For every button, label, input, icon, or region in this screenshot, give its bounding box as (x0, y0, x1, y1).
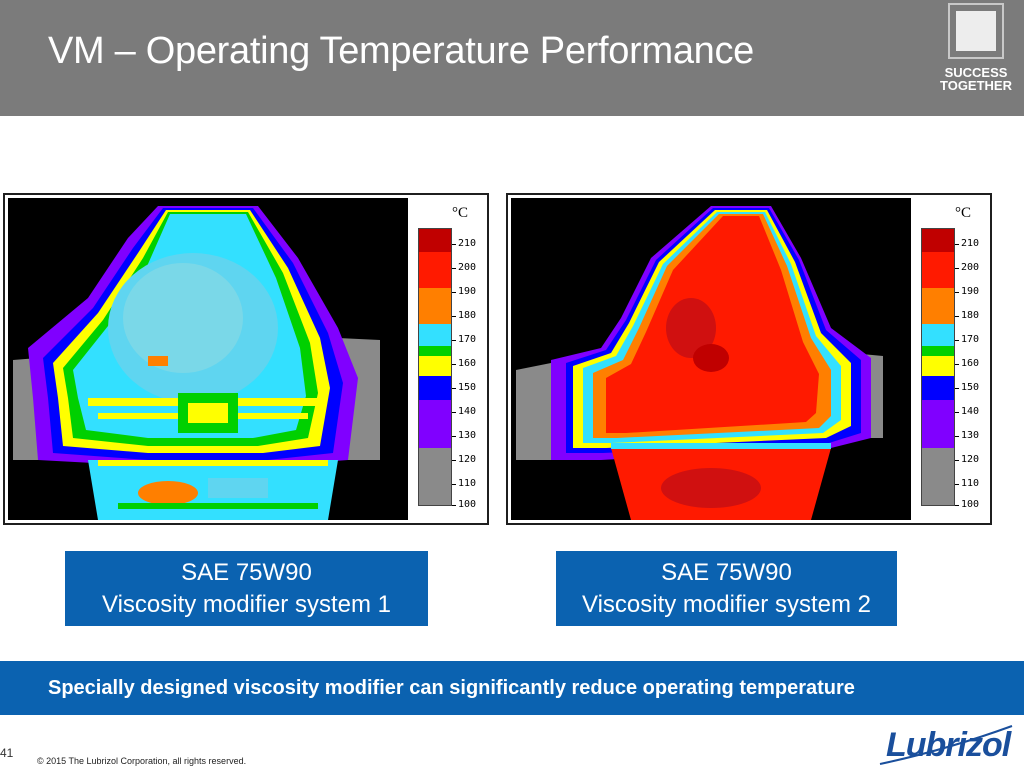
tick-mark (955, 505, 959, 506)
panel-label-1-line2: Viscosity modifier system 1 (102, 591, 391, 618)
thermal-image-1 (8, 198, 408, 520)
panel-label-2-line1: SAE 75W90 (661, 559, 792, 586)
tick-label-200: 200 (458, 262, 477, 273)
lubrizol-logo: Lubrizol (886, 726, 1011, 764)
scale-band (418, 448, 452, 506)
scale-band (418, 376, 452, 400)
scale-band (921, 346, 955, 356)
conclusion-text: Specially designed viscosity modifier ca… (48, 677, 855, 699)
tick-label-140: 140 (961, 406, 980, 417)
tick-label-180: 180 (458, 310, 477, 321)
thermal-panel-1: °C 210 200 190 180 170 160 150 140 130 1… (3, 193, 489, 525)
tick-label-170: 170 (961, 334, 980, 345)
tick-label-160: 160 (961, 358, 980, 369)
lubrizol-swoosh-icon (879, 725, 1013, 765)
tick-mark (452, 268, 456, 269)
tick-mark (452, 388, 456, 389)
tick-label-160: 160 (458, 358, 477, 369)
panel-label-1: SAE 75W90 Viscosity modifier system 1 (65, 551, 428, 626)
success-together-logo-icon (948, 3, 1004, 59)
scale-band (418, 288, 452, 324)
tick-mark (955, 268, 959, 269)
tick-label-190: 190 (961, 286, 980, 297)
thermal-image-2 (511, 198, 911, 520)
tick-mark (955, 484, 959, 485)
tick-label-110: 110 (458, 478, 477, 489)
thermal-image-1-graphic (8, 198, 408, 520)
panel-label-2: SAE 75W90 Viscosity modifier system 2 (556, 551, 897, 626)
tick-mark (452, 340, 456, 341)
tick-label-100: 100 (458, 499, 477, 510)
tick-mark (955, 460, 959, 461)
panel-label-2-line2: Viscosity modifier system 2 (582, 591, 871, 618)
scale-band (921, 228, 955, 252)
scale-band (921, 400, 955, 448)
tick-mark (955, 292, 959, 293)
page-number: 41 (0, 746, 14, 760)
scale-band (921, 376, 955, 400)
scale-band (418, 252, 452, 288)
page-title: VM – Operating Temperature Performance (48, 30, 755, 72)
tick-label-120: 120 (961, 454, 980, 465)
color-scale-1: 210 200 190 180 170 160 150 140 130 120 … (418, 228, 482, 518)
conclusion-banner (0, 661, 1024, 715)
brand-line-1: SUCCESS (944, 65, 1008, 80)
tick-mark (452, 244, 456, 245)
copyright-text: © 2015 The Lubrizol Corporation, all rig… (37, 756, 247, 766)
thermal-image-2-graphic (511, 198, 911, 520)
tick-mark (452, 292, 456, 293)
tick-label-100: 100 (961, 499, 980, 510)
tick-mark (955, 244, 959, 245)
tick-mark (452, 436, 456, 437)
tick-label-170: 170 (458, 334, 477, 345)
tick-mark (452, 364, 456, 365)
tick-label-150: 150 (961, 382, 980, 393)
tick-label-140: 140 (458, 406, 477, 417)
logo-inner-square (956, 11, 996, 51)
tick-mark (452, 316, 456, 317)
tick-mark (955, 340, 959, 341)
tick-label-180: 180 (961, 310, 980, 321)
tick-mark (955, 412, 959, 413)
scale-band (921, 356, 955, 376)
tick-mark (452, 505, 456, 506)
tick-mark (955, 436, 959, 437)
tick-mark (955, 364, 959, 365)
scale-band (418, 228, 452, 252)
scale-band (418, 346, 452, 356)
tick-label-210: 210 (458, 238, 477, 249)
unit-label-2: °C (955, 205, 972, 221)
unit-label-1: °C (452, 205, 469, 221)
tick-mark (452, 460, 456, 461)
scale-band (921, 324, 955, 346)
tick-label-150: 150 (458, 382, 477, 393)
tick-label-190: 190 (458, 286, 477, 297)
scale-band (418, 400, 452, 448)
scale-band (418, 324, 452, 346)
thermal-panel-2: °C 210 200 190 180 170 160 150 140 130 1… (506, 193, 992, 525)
color-scale-2: 210 200 190 180 170 160 150 140 130 120 … (921, 228, 985, 518)
panel-label-1-line1: SAE 75W90 (181, 559, 312, 586)
tick-label-130: 130 (961, 430, 980, 441)
tick-label-200: 200 (961, 262, 980, 273)
scale-band (921, 252, 955, 288)
brand-line-2: TOGETHER (940, 78, 1012, 93)
scale-band (921, 448, 955, 506)
tick-mark (955, 388, 959, 389)
tick-label-130: 130 (458, 430, 477, 441)
tick-label-110: 110 (961, 478, 980, 489)
header-bar (0, 0, 1024, 116)
brand-tagline: SUCCESS TOGETHER (930, 66, 1022, 92)
scale-band (418, 356, 452, 376)
tick-label-210: 210 (961, 238, 980, 249)
tick-mark (452, 412, 456, 413)
scale-band (921, 288, 955, 324)
tick-label-120: 120 (458, 454, 477, 465)
logo-outer-square (948, 3, 1004, 59)
tick-mark (955, 316, 959, 317)
tick-mark (452, 484, 456, 485)
